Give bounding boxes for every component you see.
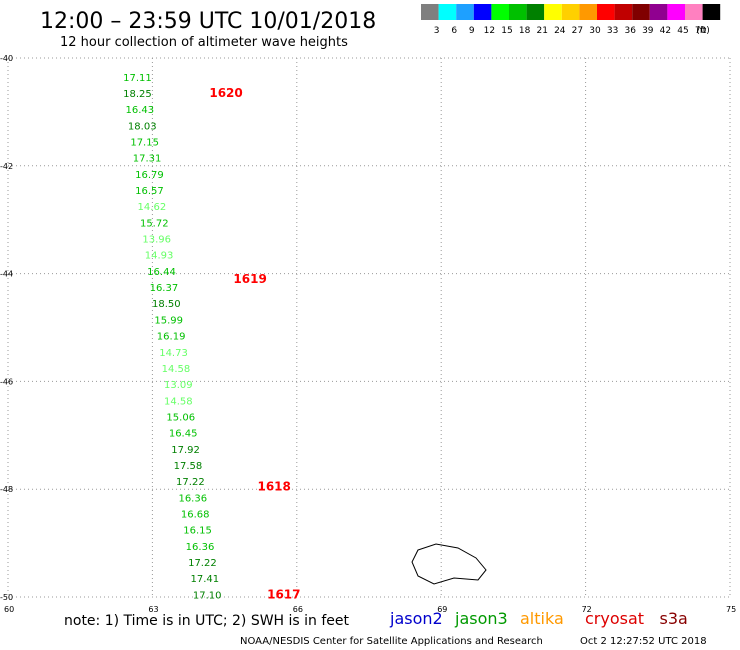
swh-value: 16.43 <box>126 105 155 116</box>
swh-value: 16.15 <box>183 526 212 537</box>
x-tick-label: 66 <box>293 605 303 614</box>
legend-swatch <box>509 4 527 20</box>
legend-bin-label: 6 <box>451 26 457 36</box>
swh-value: 15.99 <box>154 315 183 326</box>
y-tick-label: -48 <box>0 485 13 494</box>
legend-swatch <box>685 4 703 20</box>
legend-bin-label: 36 <box>624 26 636 36</box>
legend-swatch <box>491 4 509 20</box>
chart-subtitle: 12 hour collection of altimeter wave hei… <box>60 35 348 50</box>
legend-bin-label: 42 <box>660 26 671 36</box>
legend-swatch <box>649 4 668 20</box>
satellite-name: s3a <box>660 609 688 628</box>
legend-bin-label: 24 <box>554 26 566 36</box>
credit-text: NOAA/NESDIS Center for Satellite Applica… <box>240 636 543 647</box>
swh-value: 14.93 <box>145 251 174 262</box>
swh-value: 15.06 <box>166 412 195 423</box>
swh-value: 16.68 <box>181 509 210 520</box>
time-label: 1619 <box>233 272 266 286</box>
legend-swatch <box>456 4 474 20</box>
swh-value: 16.36 <box>186 542 215 553</box>
swh-value: 16.79 <box>135 170 164 181</box>
legend-swatch <box>544 4 562 20</box>
legend-bin-label: 3 <box>434 26 440 36</box>
time-label: 1617 <box>267 587 300 601</box>
swh-value: 16.57 <box>135 186 164 197</box>
legend-bin-label: 45 <box>677 26 688 36</box>
y-tick-label: -42 <box>0 162 13 171</box>
swh-value: 15.72 <box>140 218 169 229</box>
y-tick-label: -40 <box>0 54 13 63</box>
legend-bin-label: 9 <box>469 26 475 36</box>
legend-bin-label: 70 <box>695 26 707 36</box>
time-label: 1618 <box>257 480 290 494</box>
swh-value: 17.15 <box>130 138 159 149</box>
legend-swatch <box>438 4 457 20</box>
legend-bin-label: 33 <box>607 26 618 36</box>
swh-value: 14.62 <box>138 202 167 213</box>
swh-value: 14.58 <box>162 364 191 375</box>
legend-bin-label: 12 <box>484 26 495 36</box>
plot-area: -40 -42 -44 -46 -48 -50 60 63 66 69 72 75 17.11 18.25… <box>0 54 736 614</box>
legend-unit: (ft) <box>696 26 710 36</box>
y-tick-label: -44 <box>0 270 13 279</box>
island-outline <box>411 543 487 585</box>
legend-swatch <box>632 4 650 20</box>
swh-value: 17.41 <box>191 574 220 585</box>
y-tick-label: -46 <box>0 377 13 386</box>
x-tick-label: 75 <box>726 605 736 614</box>
swh-value: 16.45 <box>169 429 198 440</box>
satellite-name: altika <box>520 609 564 628</box>
swh-value: 16.37 <box>150 283 179 294</box>
swh-value: 17.92 <box>171 445 200 456</box>
legend-bin-label: 18 <box>519 26 531 36</box>
legend-bin-label: 15 <box>501 26 512 36</box>
swh-value: 14.73 <box>159 348 188 359</box>
swh-value: 17.10 <box>193 590 222 601</box>
legend-bin-label: 30 <box>589 26 601 36</box>
swh-value: 16.44 <box>147 267 176 278</box>
swh-value: 17.58 <box>174 461 203 472</box>
swh-value: 18.25 <box>123 89 152 100</box>
swh-value: 17.11 <box>123 73 152 84</box>
footer-note: note: 1) Time is in UTC; 2) SWH is in fe… <box>64 613 350 629</box>
swh-value: 16.19 <box>157 332 186 343</box>
time-label: 1620 <box>209 86 242 100</box>
x-tick-label: 69 <box>437 605 447 614</box>
color-legend: 3 6 9 12 15 18 21 24 27 30 33 36 39 42 45 70 <box>421 4 721 36</box>
satellite-name: jason2 <box>389 609 443 628</box>
legend-swatch <box>667 4 685 20</box>
legend-swatch <box>579 4 597 20</box>
legend-bin-label: 21 <box>536 26 547 36</box>
satellite-name: cryosat <box>585 609 644 628</box>
legend-swatch <box>561 4 580 20</box>
swh-value: 18.03 <box>128 121 157 132</box>
swh-value: 13.96 <box>142 235 171 246</box>
legend-bin-label: 39 <box>642 26 654 36</box>
y-tick-label: -50 <box>0 593 13 602</box>
legend-swatch <box>526 4 545 20</box>
satellite-name: jason3 <box>454 609 508 628</box>
generated-timestamp: Oct 2 12:27:52 UTC 2018 <box>580 636 707 647</box>
legend-swatch <box>473 4 492 20</box>
swh-value: 17.31 <box>133 154 162 165</box>
legend-swatch <box>421 4 439 20</box>
swh-value: 18.50 <box>152 299 181 310</box>
chart-title: 12:00 – 23:59 UTC 10/01/2018 <box>40 9 376 34</box>
legend-swatch <box>597 4 615 20</box>
x-tick-label: 60 <box>4 605 14 614</box>
swh-value: 17.22 <box>188 558 217 569</box>
legend-bin-label: 27 <box>572 26 583 36</box>
legend-swatch <box>702 4 721 20</box>
legend-swatch <box>614 4 633 20</box>
satellite-legend: jason2 jason3 altika cryosat s3a <box>389 609 688 628</box>
x-tick-label: 72 <box>582 605 592 614</box>
swh-value: 16.36 <box>178 493 207 504</box>
swh-value: 17.22 <box>176 477 205 488</box>
swh-value: 13.09 <box>164 380 193 391</box>
x-tick-label: 63 <box>148 605 158 614</box>
swh-value: 14.58 <box>164 396 193 407</box>
